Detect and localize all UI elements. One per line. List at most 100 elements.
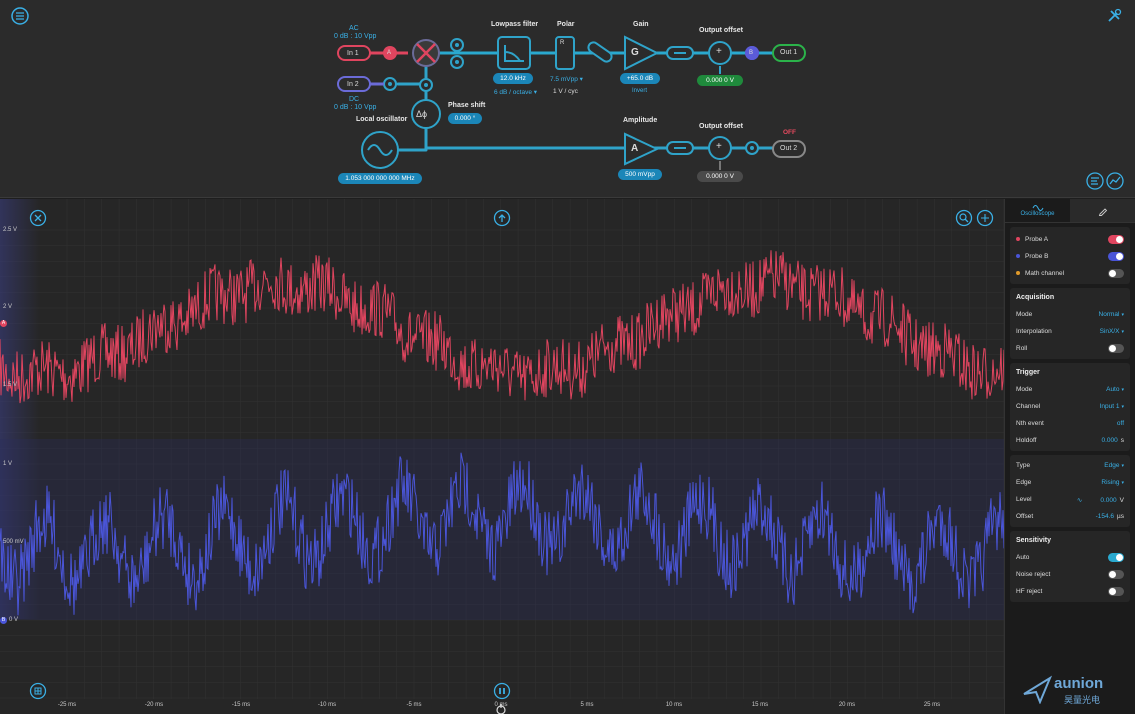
polar-scale-dropdown[interactable]: 7.5 mVpp ▾ — [550, 76, 583, 83]
x-tick: -15 ms — [231, 702, 251, 708]
polar-unit: 1 V / cyc — [553, 88, 578, 95]
sensitivity-title: Sensitivity — [1016, 537, 1052, 544]
aunion-logo-mark — [1023, 675, 1052, 704]
x-tick: 15 ms — [751, 702, 769, 708]
x-tick: -10 ms — [317, 702, 337, 708]
input1-coupling[interactable]: AC — [349, 25, 359, 32]
gain-symbol: G — [631, 47, 639, 58]
input1-label[interactable]: In 1 — [347, 50, 359, 57]
lowpass-title: Lowpass filter — [491, 21, 539, 28]
channel-b-offset-marker[interactable]: B — [0, 617, 7, 624]
holdoff-field[interactable]: 0.000 s — [1101, 437, 1124, 444]
probe-a-row[interactable]: Probe A — [1016, 231, 1124, 248]
phase-shift-symbol: Δϕ — [416, 109, 428, 119]
amplitude-symbol: A — [631, 143, 639, 154]
aunion-logo: aunion 昊量光电 — [1022, 672, 1132, 708]
pause-icon[interactable] — [493, 682, 511, 700]
probe-a-marker[interactable]: A — [387, 50, 392, 56]
noise-reject-toggle[interactable] — [1108, 570, 1124, 579]
settings-sidebar: Oscilloscope Probe A Probe B Math channe… — [1004, 199, 1135, 714]
trigger-level-field[interactable]: ∿ 0.000 V — [1076, 496, 1124, 504]
probe-b-marker[interactable]: B — [749, 50, 754, 56]
x-tick: -5 ms — [406, 702, 422, 708]
sensitivity-card: Sensitivity Auto Noise reject HF reject — [1010, 531, 1130, 602]
input2-label[interactable]: In 2 — [347, 81, 359, 88]
grid-view-icon[interactable] — [29, 682, 47, 700]
x-tick: 5 ms — [580, 702, 594, 708]
gain-value-field[interactable]: +65.0 dB — [620, 73, 660, 84]
acquisition-card: Acquisition Mode Normal ▾ Interpolation Sin… — [1010, 288, 1130, 359]
polar-r-label: R — [560, 40, 565, 46]
local-oscillator-freq-field[interactable]: 1.053 000 000 000 MHz — [338, 173, 422, 184]
output2-label[interactable]: Out 2 — [780, 145, 798, 152]
gain-invert-toggle[interactable]: Invert — [632, 88, 648, 94]
block-diagram-wiring — [337, 35, 806, 170]
amplitude-field[interactable]: 500 mVpp — [618, 169, 662, 180]
trigger-type-dropdown[interactable]: Edge ▾ — [1104, 462, 1124, 469]
math-channel-toggle[interactable] — [1108, 269, 1124, 278]
y-tick-0v: 0 V — [9, 617, 19, 623]
sidebar-tabs: Oscilloscope — [1005, 199, 1135, 223]
autoscale-icon[interactable] — [976, 209, 994, 227]
nth-event-field[interactable]: off — [1116, 420, 1124, 427]
channel-a-offset-marker[interactable]: A — [0, 320, 7, 327]
lowpass-cutoff-field[interactable]: 12.0 kHz — [493, 73, 533, 84]
acquisition-title: Acquisition — [1016, 294, 1055, 301]
input2-coupling[interactable]: DC — [349, 96, 360, 103]
y-tick-1-5v: 1.5 V — [3, 382, 18, 388]
lowpass-slope-dropdown[interactable]: 6 dB / octave ▾ — [494, 89, 538, 96]
input1-range[interactable]: 0 dB : 10 Vpp — [334, 33, 377, 40]
trigger-edge-dropdown[interactable]: Rising ▾ — [1101, 479, 1124, 486]
output-offset2-field[interactable]: 0.000 0 V — [697, 171, 743, 182]
edge-card: Type Edge ▾ Edge Rising ▾ Level ∿ 0.000 V Offse… — [1010, 455, 1130, 527]
trigger-card: Trigger Mode Auto ▾ Channel Input 1 ▾ Nth ev… — [1010, 363, 1130, 451]
main-menu-button[interactable] — [11, 7, 29, 25]
input2-range[interactable]: 0 dB : 10 Vpp — [334, 104, 377, 111]
trigger-channel-dropdown[interactable]: Input 1 ▾ — [1099, 403, 1124, 410]
phase-shift-field[interactable]: 0.000 ° — [448, 113, 482, 124]
output2-status: OFF — [783, 129, 796, 136]
hf-reject-toggle[interactable] — [1108, 587, 1124, 596]
tab-annotate[interactable] — [1070, 199, 1135, 222]
interpolation-dropdown[interactable]: SinX/X ▾ — [1099, 328, 1124, 335]
auto-sensitivity-toggle[interactable] — [1108, 553, 1124, 562]
chart-view-icon[interactable] — [1106, 172, 1124, 190]
sine-icon: ∿ — [1076, 496, 1083, 504]
y-tick-2v: 2 V — [3, 304, 13, 310]
oscilloscope-plot-area[interactable]: 2.5 V 2 V 1.5 V 1 V 500 mV 0 V A B -25 m… — [0, 199, 1004, 714]
trigger-offset-field[interactable]: -154.6 µs — [1095, 513, 1124, 520]
trigger-mode-dropdown[interactable]: Auto ▾ — [1106, 386, 1124, 393]
waveform-plot[interactable] — [0, 199, 1004, 714]
close-plot-icon[interactable] — [29, 209, 47, 227]
x-tick: 20 ms — [838, 702, 856, 708]
block-diagram-panel: AC 0 dB : 10 Vpp In 1 A In 2 DC 0 dB : 1… — [0, 0, 1135, 198]
amplitude-title: Amplitude — [623, 117, 658, 124]
x-tick: -20 ms — [144, 702, 164, 708]
notes-icon[interactable] — [1086, 172, 1104, 190]
channels-card: Probe A Probe B Math channel — [1010, 227, 1130, 284]
export-data-icon[interactable] — [493, 209, 511, 227]
y-tick-2-5v: 2.5 V — [3, 227, 18, 233]
math-channel-row[interactable]: Math channel — [1016, 265, 1124, 282]
local-oscillator-title: Local oscillator — [356, 116, 408, 123]
roll-toggle[interactable] — [1108, 344, 1124, 353]
x-tick: -25 ms — [57, 702, 77, 708]
gain-title: Gain — [633, 21, 649, 28]
probe-b-toggle[interactable] — [1108, 252, 1124, 261]
polar-title: Polar — [557, 21, 575, 28]
tab-oscilloscope[interactable]: Oscilloscope — [1005, 199, 1070, 222]
adder1-plus-icon: + — [716, 46, 722, 57]
y-tick-1v: 1 V — [3, 461, 13, 467]
zoom-icon[interactable] — [955, 209, 973, 227]
trigger-position-marker-icon[interactable] — [495, 702, 507, 714]
aunion-sub: 昊量光电 — [1064, 695, 1101, 705]
probe-a-toggle[interactable] — [1108, 235, 1124, 244]
output1-label[interactable]: Out 1 — [780, 49, 798, 56]
x-tick: 10 ms — [665, 702, 683, 708]
output-offset1-field[interactable]: 0.000 0 V — [697, 75, 743, 86]
probe-a-trace — [0, 250, 1004, 404]
settings-wrench-icon[interactable] — [1105, 7, 1123, 25]
acquisition-mode-dropdown[interactable]: Normal ▾ — [1098, 311, 1124, 318]
probe-b-row[interactable]: Probe B — [1016, 248, 1124, 265]
